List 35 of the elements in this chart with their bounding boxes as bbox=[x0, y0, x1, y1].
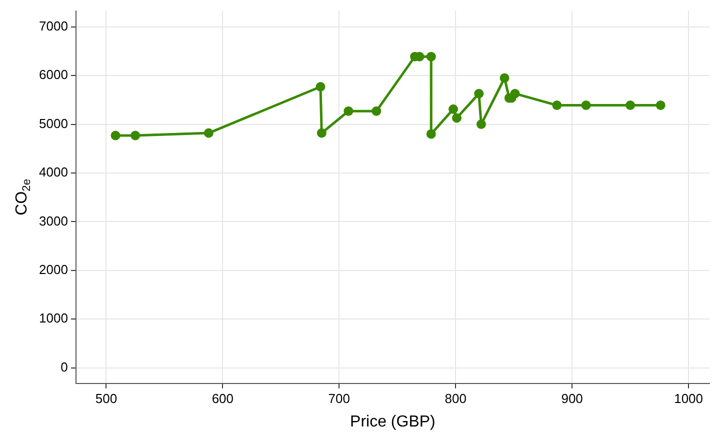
y-tick-label: 4000 bbox=[39, 164, 68, 180]
y-tick-label: 5000 bbox=[39, 116, 68, 131]
point bbox=[476, 120, 486, 130]
point bbox=[426, 129, 436, 139]
point bbox=[552, 100, 562, 110]
x-tick-label: 1000 bbox=[674, 390, 703, 406]
y-tick-label: 7000 bbox=[39, 18, 68, 34]
point bbox=[510, 88, 520, 98]
point bbox=[110, 130, 120, 140]
point bbox=[372, 106, 382, 116]
y-axis-title: CO2e bbox=[13, 178, 33, 216]
point bbox=[656, 100, 666, 110]
point bbox=[452, 113, 462, 123]
point bbox=[581, 100, 591, 110]
point bbox=[344, 106, 354, 116]
point bbox=[130, 130, 140, 140]
x-tick-label: 900 bbox=[561, 390, 583, 406]
y-tick-label: 3000 bbox=[39, 213, 68, 228]
point bbox=[448, 104, 458, 114]
x-tick-label: 800 bbox=[444, 390, 466, 406]
point bbox=[426, 52, 436, 62]
point bbox=[316, 128, 326, 138]
x-axis-title: Price (GBP) bbox=[350, 413, 436, 430]
x-tick-label: 600 bbox=[212, 390, 234, 406]
point bbox=[316, 82, 326, 92]
point bbox=[500, 73, 510, 83]
x-tick-label: 700 bbox=[328, 390, 350, 406]
point bbox=[204, 128, 214, 138]
y-tick-label: 0 bbox=[60, 359, 68, 374]
y-tick-label: 6000 bbox=[39, 67, 68, 82]
y-tick-label: 1000 bbox=[39, 310, 68, 326]
y-tick-label: 2000 bbox=[39, 262, 68, 277]
point bbox=[474, 88, 484, 98]
x-tick-label: 500 bbox=[95, 390, 118, 406]
point bbox=[626, 100, 636, 110]
